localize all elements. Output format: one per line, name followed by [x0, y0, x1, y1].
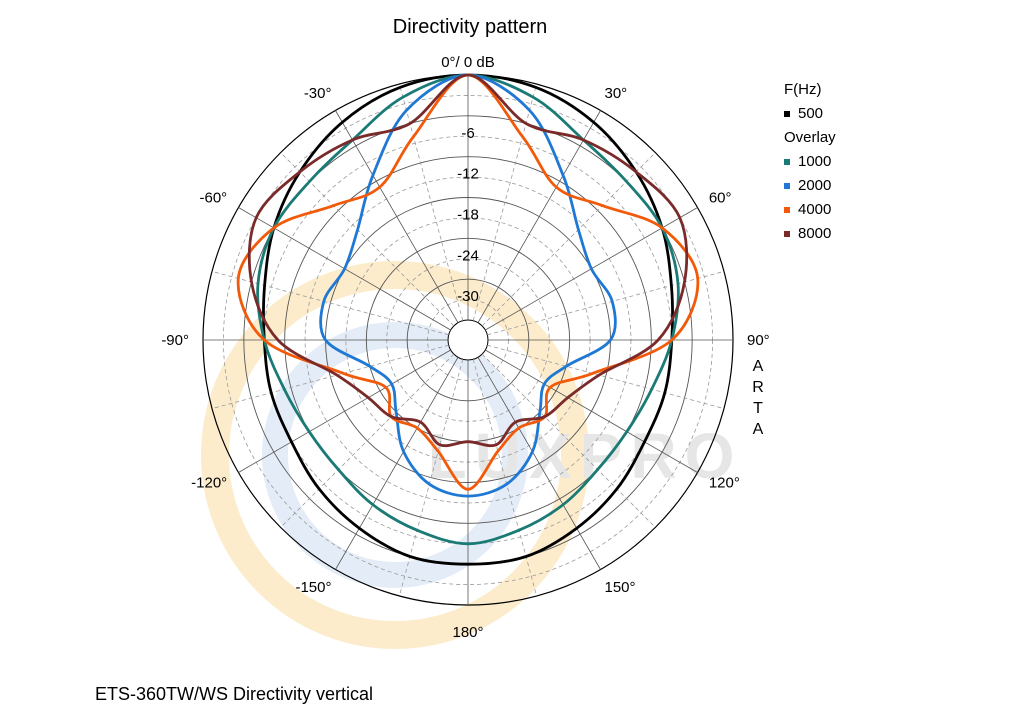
angle-label: -120°: [191, 475, 227, 492]
angle-label: 180°: [452, 624, 483, 641]
axis-labels: 0°/ 0 dB -6 -12 -18 -24 -30 30° 60° 90° 120° 150° 1…: [161, 54, 769, 641]
radial-tick-label: -12: [457, 166, 479, 183]
side-text-char: A: [752, 421, 764, 438]
watermark-ring-inner: [262, 322, 528, 588]
series-group: [236, 73, 700, 566]
grid-spoke-minor: [481, 353, 656, 528]
series-line-8000: [247, 73, 689, 448]
legend-header-overlay: Overlay: [784, 129, 836, 146]
legend-item-500: 500: [784, 102, 836, 126]
legend-swatch: [784, 207, 790, 213]
series-line-4000: [236, 73, 700, 491]
angle-label: -30°: [304, 85, 332, 102]
grid-spoke-major: [477, 110, 601, 323]
grid-spoke-minor: [280, 353, 455, 528]
radial-tick-label: -6: [461, 125, 474, 142]
angle-label: -90°: [161, 332, 189, 349]
grid-spoke-major: [335, 110, 459, 323]
legend-item-4000: 4000: [784, 198, 836, 222]
grid-spoke-major: [485, 349, 698, 473]
legend-swatch: [784, 231, 790, 237]
chart-caption: ETS-360TW/WS Directivity vertical: [95, 684, 374, 704]
legend-label: 1000: [798, 153, 832, 170]
legend-overlay-items: 1000 2000 4000 8000: [784, 150, 836, 246]
legend-label: 4000: [798, 201, 832, 218]
angle-label: 30°: [605, 85, 628, 102]
legend: F(Hz) 500 Overlay 1000 2000 4000 8000: [784, 78, 836, 246]
top-label: 0°/ 0 dB: [441, 54, 495, 71]
legend-label: 500: [798, 105, 824, 122]
legend-swatch: [784, 183, 790, 189]
grid-spoke-major: [477, 357, 601, 570]
radial-tick-label: -30: [457, 288, 479, 305]
legend-item-2000: 2000: [784, 174, 836, 198]
radial-tick-label: -18: [457, 207, 479, 224]
grid-spoke-minor: [211, 344, 449, 409]
side-text-char: A: [752, 358, 764, 375]
radial-tick-label: -24: [457, 247, 479, 264]
angle-label: 90°: [747, 332, 770, 349]
grid-spoke-minor: [487, 344, 725, 409]
chart-title: Directivity pattern: [392, 16, 548, 38]
grid-spoke-major: [335, 357, 459, 570]
angle-label: 120°: [709, 475, 740, 492]
watermark-ring-outer: [201, 261, 589, 649]
side-text-char: R: [752, 379, 764, 396]
legend-main-items: 500: [784, 102, 836, 126]
angle-label: -150°: [295, 579, 331, 596]
legend-item-8000: 8000: [784, 222, 836, 246]
legend-header-main: F(Hz): [784, 81, 822, 98]
grid-spoke-minor: [487, 271, 725, 336]
legend-item-1000: 1000: [784, 150, 836, 174]
grid-spoke-minor: [481, 152, 656, 327]
polar-grid: [202, 74, 734, 606]
grid-inner-ring: [447, 319, 489, 361]
grid-spoke-minor: [472, 83, 537, 321]
side-text-char: T: [753, 400, 763, 417]
legend-swatch: [784, 111, 790, 117]
grid-spoke-major: [238, 349, 451, 473]
series-line-2000: [319, 73, 617, 498]
angle-label: -60°: [199, 190, 227, 207]
angle-label: 150°: [605, 579, 636, 596]
legend-swatch: [784, 159, 790, 165]
legend-label: 2000: [798, 177, 832, 194]
angle-label: 60°: [709, 190, 732, 207]
legend-label: 8000: [798, 225, 832, 242]
